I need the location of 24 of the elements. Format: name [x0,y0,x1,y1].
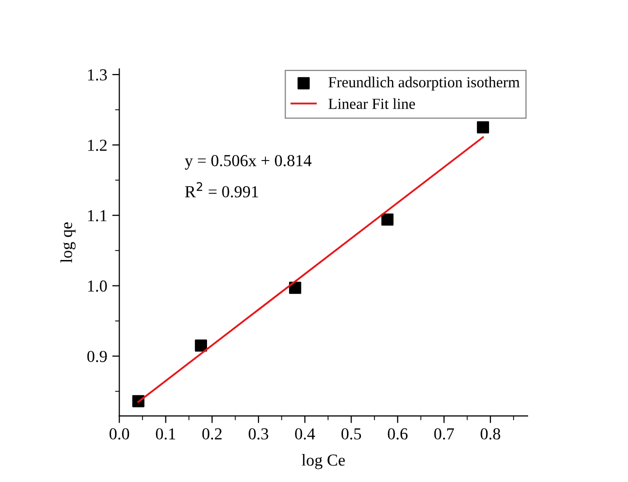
x-tick-label: 0.0 [110,428,130,440]
y-tick-label: 0.9 [87,350,107,362]
x-tick-label: 0.2 [202,428,222,440]
x-tick-label: 0.1 [156,428,176,440]
annotation: R$^{2}$ = 0.991 [185,182,258,198]
legend-label: Linear Fit line [328,98,415,109]
annotation: y = 0.506x + 0.814 [184,155,312,170]
x-tick-label: 0.4 [295,428,316,440]
legend-label: Freundlich adsorption isotherm [328,76,520,91]
x-tick-label: 0.3 [248,428,268,440]
y-tick-label: 1.3 [88,69,107,81]
x-tick-label: 0.6 [388,428,408,440]
point [476,121,490,134]
x-axis-title: log Ce [302,454,345,470]
y-tick-label: 1.1 [88,210,107,222]
y-tick-label: 1.2 [88,140,107,151]
point [381,213,394,226]
point [289,282,302,294]
y-axis-title: log qe [60,222,76,263]
x-tick-label: 0.8 [480,428,500,440]
y-tick-label: 1.0 [88,280,107,292]
x-tick-label: 0.7 [434,428,454,440]
point [194,340,208,352]
x-tick-label: 0.5 [341,428,362,440]
